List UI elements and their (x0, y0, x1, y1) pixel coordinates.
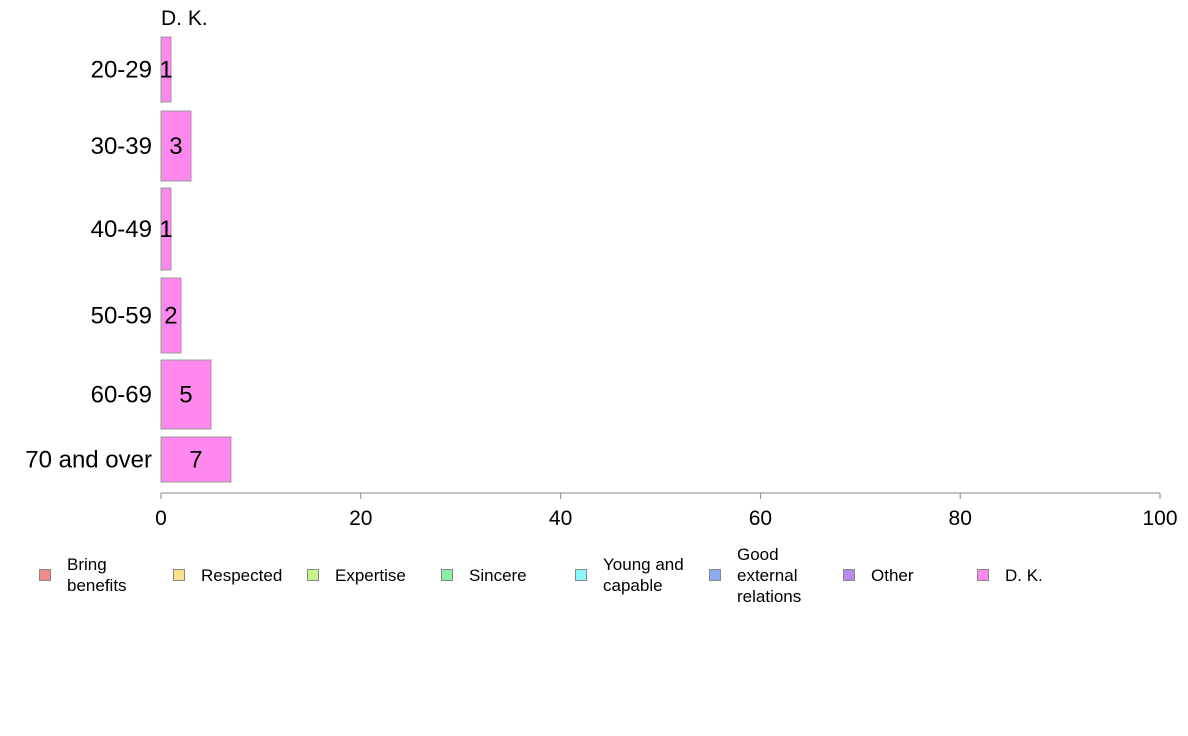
bar-5 (160, 436, 232, 483)
legend-item-5: Good external relations (709, 540, 801, 610)
legend-swatch-1 (173, 569, 185, 581)
legend-swatch-3 (441, 569, 453, 581)
legend-label-1: Respected (201, 565, 283, 585)
x-tick-label-0: 0 (155, 507, 167, 530)
category-label-1: 30-39 (91, 133, 152, 160)
legend-label-5: Good external relations (737, 544, 802, 606)
category-label-4: 60-69 (91, 382, 152, 409)
legend-label-6: Other (871, 565, 914, 585)
category-label-0: 20-29 (91, 57, 152, 84)
bar-4 (160, 359, 212, 430)
legend-label-3: Sincere (469, 565, 527, 585)
value-label-0: 1 (159, 57, 172, 84)
legend-item-0: Bring benefits (39, 540, 127, 610)
legend-label-7: D. K. (1005, 565, 1043, 585)
legend-swatch-0 (39, 569, 51, 581)
legend-swatch-5 (709, 569, 721, 581)
legend-swatch-4 (575, 569, 587, 581)
value-label-4: 5 (179, 382, 192, 409)
value-label-1: 3 (169, 133, 182, 160)
legend-item-1: Respected (173, 540, 282, 610)
category-label-2: 40-49 (91, 216, 152, 243)
value-label-3: 2 (164, 303, 177, 330)
legend-label-4: Young and capable (603, 555, 684, 595)
value-label-2: 1 (159, 216, 172, 243)
legend-swatch-2 (307, 569, 319, 581)
legend-item-3: Sincere (441, 540, 527, 610)
value-label-5: 7 (189, 447, 202, 474)
legend-item-7: D. K. (977, 540, 1043, 610)
bar-chart: D. K. 20-29 1 30-39 3 40-49 1 50-59 2 60-69 5 70 a… (25, 7, 1178, 530)
legend-item-6: Other (843, 540, 914, 610)
x-tick-label-3: 60 (749, 507, 772, 530)
x-tick-label-4: 80 (949, 507, 972, 530)
x-tick-label-2: 40 (549, 507, 572, 530)
legend-label-0: Bring benefits (67, 555, 127, 595)
legend-swatch-6 (843, 569, 855, 581)
bar-0 (160, 36, 172, 103)
x-tick-label-5: 100 (1142, 507, 1177, 530)
bars-layer: 20-29 1 30-39 3 40-49 1 50-59 2 60-69 5 70 and ove… (25, 36, 232, 483)
legend-item-2: Expertise (307, 540, 406, 610)
chart-title: D. K. (161, 7, 208, 30)
legend-item-4: Young and capable (575, 540, 684, 610)
bar-2 (160, 187, 172, 271)
bar-1 (160, 110, 192, 182)
bar-3 (160, 277, 182, 354)
category-label-5: 70 and over (25, 447, 152, 474)
legend: Bring benefits Respected Expertise Sincere Y… (0, 540, 1188, 620)
x-tick-label-1: 20 (349, 507, 372, 530)
legend-label-2: Expertise (335, 565, 406, 585)
x-axis: 0 20 40 60 80 100 (155, 492, 1178, 530)
category-label-3: 50-59 (91, 303, 152, 330)
legend-swatch-7 (977, 569, 989, 581)
